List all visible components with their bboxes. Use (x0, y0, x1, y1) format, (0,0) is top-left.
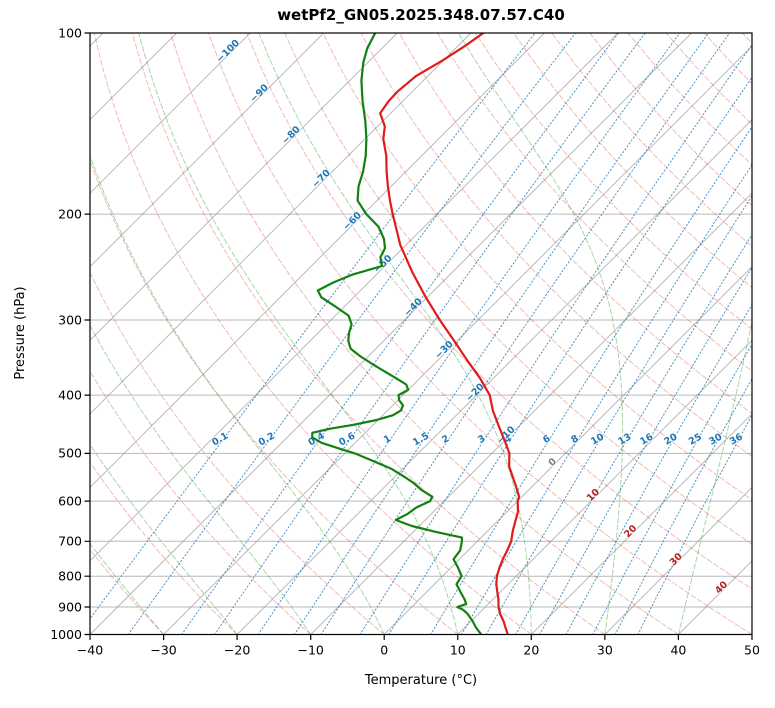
svg-text:300: 300 (58, 312, 82, 327)
svg-text:0.1: 0.1 (210, 431, 230, 449)
pressure-gridline-layer (90, 33, 752, 635)
svg-text:−100: −100 (215, 37, 243, 65)
svg-text:1: 1 (382, 433, 393, 446)
svg-text:30: 30 (597, 643, 613, 658)
svg-text:400: 400 (58, 387, 82, 402)
svg-text:−90: −90 (248, 82, 271, 105)
svg-text:100: 100 (58, 25, 82, 40)
svg-text:600: 600 (58, 493, 82, 508)
svg-text:−70: −70 (310, 167, 333, 190)
dewpoint-curve (311, 33, 483, 635)
svg-text:10: 10 (450, 643, 466, 658)
svg-text:20: 20 (662, 431, 679, 447)
svg-text:50: 50 (744, 643, 760, 658)
svg-text:0: 0 (547, 456, 560, 469)
svg-text:2: 2 (440, 433, 451, 446)
svg-text:−40: −40 (77, 643, 103, 658)
svg-text:36: 36 (728, 431, 745, 447)
axes-frame (89, 32, 753, 636)
svg-text:1000: 1000 (50, 627, 82, 642)
svg-text:20: 20 (523, 643, 539, 658)
dry-adiabat-layer (90, 33, 752, 635)
svg-text:800: 800 (58, 569, 82, 584)
temperature-curve (379, 33, 521, 635)
svg-text:40: 40 (670, 643, 686, 658)
svg-text:500: 500 (58, 446, 82, 461)
svg-text:−40: −40 (402, 296, 425, 319)
svg-text:−10: −10 (297, 643, 323, 658)
svg-text:700: 700 (58, 534, 82, 549)
x-axis-label: Temperature (°C) (364, 673, 478, 688)
chart-title: wetPf2_GN05.2025.348.07.57.C40 (277, 6, 565, 24)
svg-text:30: 30 (707, 431, 724, 447)
svg-text:40: 40 (713, 579, 730, 596)
svg-text:10: 10 (589, 431, 606, 447)
y-axis-label: Pressure (hPa) (13, 286, 28, 380)
svg-text:−30: −30 (433, 338, 456, 361)
svg-text:−30: −30 (150, 643, 176, 658)
svg-text:−20: −20 (224, 643, 250, 658)
svg-text:200: 200 (58, 206, 82, 221)
svg-text:900: 900 (58, 599, 82, 614)
y-axis-ticks: 100 200 300 400 500 600 700 800 900 1000 (50, 25, 91, 642)
isotherm-layer (90, 33, 752, 635)
x-axis-ticks: −40 −30 −20 −10 0 10 20 30 40 50 (77, 633, 760, 658)
svg-text:30: 30 (668, 551, 685, 568)
svg-text:0: 0 (380, 643, 388, 658)
moist-adiabat-layer (90, 33, 752, 635)
mixing-ratio-layer (90, 33, 752, 635)
